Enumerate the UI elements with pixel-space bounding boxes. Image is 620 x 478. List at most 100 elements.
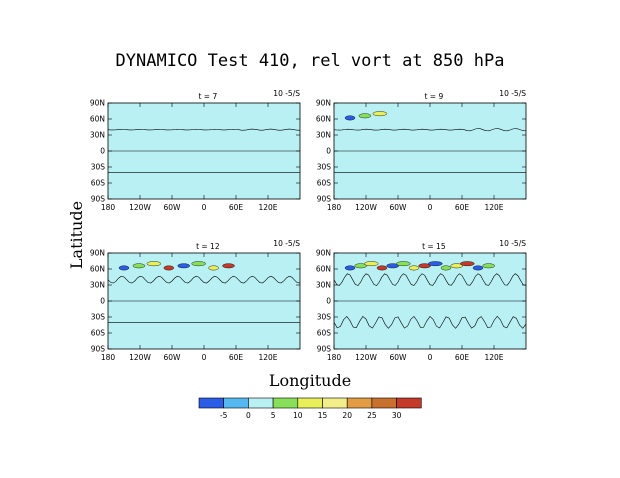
x-tick-label: 180 bbox=[327, 203, 342, 212]
contour-lines bbox=[107, 275, 301, 323]
panel-time-label: t = 15 bbox=[422, 242, 446, 251]
contour-lines bbox=[333, 128, 527, 173]
colorbar-swatch bbox=[223, 397, 249, 409]
x-tick-label: 120W bbox=[355, 353, 377, 362]
x-tick-label: 120W bbox=[129, 203, 151, 212]
panel-units-label: 10 -5/S bbox=[499, 239, 526, 248]
panel-units-label: 10 -5/S bbox=[273, 89, 300, 98]
y-tick-label: 30N bbox=[90, 281, 105, 290]
y-tick-label: 30S bbox=[317, 163, 332, 172]
x-tick-label: 120W bbox=[129, 353, 151, 362]
contour-line bbox=[333, 128, 527, 132]
vorticity-feature bbox=[386, 263, 399, 269]
y-tick-label: 30S bbox=[317, 313, 332, 322]
x-tick-label: 60W bbox=[164, 203, 182, 212]
vorticity-feature bbox=[191, 261, 206, 267]
x-tick-label: 60E bbox=[229, 203, 244, 212]
y-tick-label: 90S bbox=[317, 195, 332, 204]
colorbar-label: -5 bbox=[220, 411, 228, 420]
x-tick-label: 120E bbox=[484, 353, 503, 362]
panel-units-label: 10 -5/S bbox=[499, 89, 526, 98]
panel-time-label: t = 7 bbox=[198, 92, 217, 101]
vorticity-feature bbox=[354, 263, 367, 269]
colorbar-label: 15 bbox=[318, 411, 328, 420]
x-tick-label: 60E bbox=[455, 353, 470, 362]
x-tick-label: 120E bbox=[258, 203, 277, 212]
y-tick-label: 90S bbox=[91, 195, 106, 204]
x-tick-label: 180 bbox=[327, 353, 342, 362]
x-tick-label: 180 bbox=[101, 353, 116, 362]
vorticity-feature bbox=[163, 265, 175, 271]
x-tick-label: 120E bbox=[484, 203, 503, 212]
panel-time-label: t = 9 bbox=[424, 92, 443, 101]
vorticity-features bbox=[344, 111, 388, 121]
vorticity-feature bbox=[472, 265, 484, 271]
colorbar: -5 0 5 10 15 20 25 30 bbox=[198, 397, 422, 420]
vorticity-feature bbox=[222, 263, 235, 269]
y-tick-label: 0 bbox=[326, 297, 331, 306]
x-tick-label: 0 bbox=[202, 203, 207, 212]
vorticity-feature bbox=[408, 265, 420, 271]
contour-lines bbox=[333, 273, 527, 329]
vorticity-features bbox=[344, 261, 495, 271]
x-tick-label: 0 bbox=[428, 203, 433, 212]
vorticity-feature bbox=[396, 261, 411, 267]
y-tick-label: 90S bbox=[91, 345, 106, 354]
panel-units-label: 10 -5/S bbox=[273, 239, 300, 248]
panel-time-label: t = 12 bbox=[196, 242, 220, 251]
y-tick-label: 90N bbox=[316, 99, 331, 108]
vorticity-feature bbox=[482, 263, 495, 269]
colorbar-swatch bbox=[396, 397, 422, 409]
contour-line bbox=[333, 273, 527, 286]
vorticity-feature bbox=[208, 265, 219, 271]
vorticity-feature bbox=[177, 263, 190, 269]
contour-lines bbox=[107, 128, 300, 173]
y-tick-label: 60N bbox=[90, 265, 105, 274]
y-tick-label: 60N bbox=[316, 115, 331, 124]
vorticity-feature bbox=[372, 111, 388, 117]
vorticity-feature bbox=[364, 261, 379, 267]
x-axis-label: Longitude bbox=[269, 371, 351, 390]
colorbar-label: 0 bbox=[246, 411, 251, 420]
contour-line bbox=[107, 128, 300, 131]
colorbar-swatch bbox=[248, 397, 274, 409]
colorbar-label: 30 bbox=[392, 411, 402, 420]
y-axis-label: Latitude bbox=[67, 201, 86, 269]
x-tick-label: 60E bbox=[455, 203, 470, 212]
colorbar-swatch bbox=[272, 397, 299, 409]
y-tick-label: 60S bbox=[317, 329, 332, 338]
x-tick-label: 180 bbox=[101, 203, 116, 212]
y-tick-label: 60N bbox=[316, 265, 331, 274]
x-tick-label: 60E bbox=[229, 353, 244, 362]
colorbar-label: 25 bbox=[367, 411, 377, 420]
y-tick-label: 30S bbox=[91, 163, 106, 172]
vorticity-feature bbox=[358, 113, 372, 119]
x-tick-label: 0 bbox=[428, 353, 433, 362]
x-tick-label: 120W bbox=[355, 203, 377, 212]
vorticity-feature bbox=[418, 263, 431, 269]
y-tick-label: 30N bbox=[316, 131, 331, 140]
vorticity-feature bbox=[344, 115, 356, 121]
colorbar-swatch bbox=[346, 397, 373, 409]
vorticity-features bbox=[118, 261, 235, 271]
y-tick-label: 0 bbox=[100, 147, 105, 156]
y-tick-label: 60S bbox=[317, 179, 332, 188]
y-tick-label: 90N bbox=[90, 99, 105, 108]
vorticity-feature bbox=[440, 265, 452, 271]
y-tick-label: 90N bbox=[90, 249, 105, 258]
x-tick-label: 60W bbox=[390, 203, 408, 212]
y-tick-label: 30N bbox=[90, 131, 105, 140]
y-tick-label: 0 bbox=[100, 297, 105, 306]
y-tick-label: 0 bbox=[326, 147, 331, 156]
vorticity-feature bbox=[376, 265, 388, 271]
y-tick-label: 60N bbox=[90, 115, 105, 124]
colorbar-label: 5 bbox=[271, 411, 276, 420]
contour-line bbox=[107, 275, 301, 284]
colorbar-swatch bbox=[297, 397, 323, 409]
colorbar-label: 20 bbox=[342, 411, 352, 420]
vorticity-feature bbox=[132, 263, 146, 269]
